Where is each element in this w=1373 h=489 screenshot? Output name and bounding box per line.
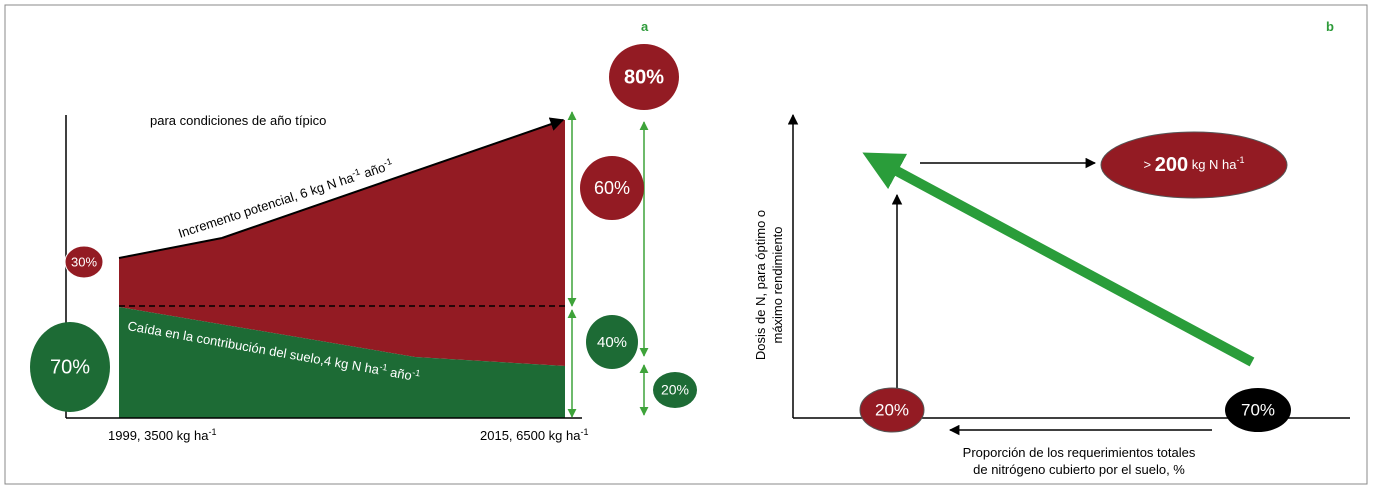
- superscript: -1: [208, 427, 216, 437]
- bubble-label: 40%: [597, 334, 627, 351]
- top-edge: [221, 117, 565, 239]
- bubble-label: 80%: [624, 66, 664, 88]
- note: para condiciones de año típico: [150, 113, 326, 128]
- bubble-label: 20%: [875, 400, 909, 419]
- bubble-label: 30%: [71, 254, 97, 269]
- potential-area: [119, 120, 565, 366]
- label-line: de nitrógeno cubierto por el suelo, %: [973, 462, 1185, 477]
- bubble: [859, 387, 925, 433]
- superscript: -1: [351, 166, 362, 178]
- x-start-label: 1999, 3500 kg ha-1: [108, 427, 217, 443]
- bubble: [64, 245, 104, 279]
- panel-label: a: [641, 19, 649, 34]
- label-line: máximo rendimiento: [770, 226, 785, 343]
- label-line: Proporción de los requerimientos totales: [963, 445, 1196, 460]
- label-text: 2015, 6500 kg ha: [480, 428, 581, 443]
- bubble: [653, 372, 697, 408]
- panel-a: para condiciones de año típico Increment…: [30, 19, 697, 443]
- label-text: >: [1143, 157, 1151, 172]
- bubble: [580, 156, 644, 220]
- x-axis-label: Proporción de los requerimientos totales…: [963, 445, 1196, 477]
- label-line: Dosis de N, para óptimo o: [753, 210, 768, 360]
- bubble-label: 20%: [661, 382, 689, 398]
- bubble: [30, 322, 110, 412]
- superscript: -1: [379, 361, 389, 372]
- label-text: 1999, 3500 kg ha: [108, 428, 209, 443]
- bubble: [609, 44, 679, 110]
- label-text: año: [386, 364, 414, 383]
- superscript: -1: [412, 367, 422, 378]
- bubble-label: 60%: [594, 178, 630, 198]
- bubble: [1100, 131, 1288, 199]
- label-value: 200: [1155, 154, 1188, 176]
- dose-label: > 200 kg N ha-1: [1143, 154, 1244, 176]
- bubble: [1225, 388, 1291, 432]
- soil-area: [119, 307, 565, 418]
- frame: [4, 4, 1368, 485]
- y-axis-label: Dosis de N, para óptimo o máximo rendimie…: [753, 210, 785, 360]
- panel-label: b: [1326, 19, 1334, 34]
- bubble-label: 70%: [50, 356, 90, 378]
- superscript: -1: [580, 427, 588, 437]
- panel-b: Dosis de N, para óptimo o máximo rendimie…: [753, 19, 1350, 477]
- bubble: [586, 315, 638, 369]
- label-text: año: [358, 160, 387, 182]
- top-edge: [118, 237, 223, 259]
- bubble-label: 70%: [1241, 400, 1275, 419]
- x-end-label: 2015, 6500 kg ha-1: [480, 427, 589, 443]
- trend-arrow: [862, 152, 1255, 367]
- superscript: -1: [1237, 155, 1245, 165]
- label-text: kg N ha: [1188, 157, 1237, 172]
- superscript: -1: [382, 156, 393, 168]
